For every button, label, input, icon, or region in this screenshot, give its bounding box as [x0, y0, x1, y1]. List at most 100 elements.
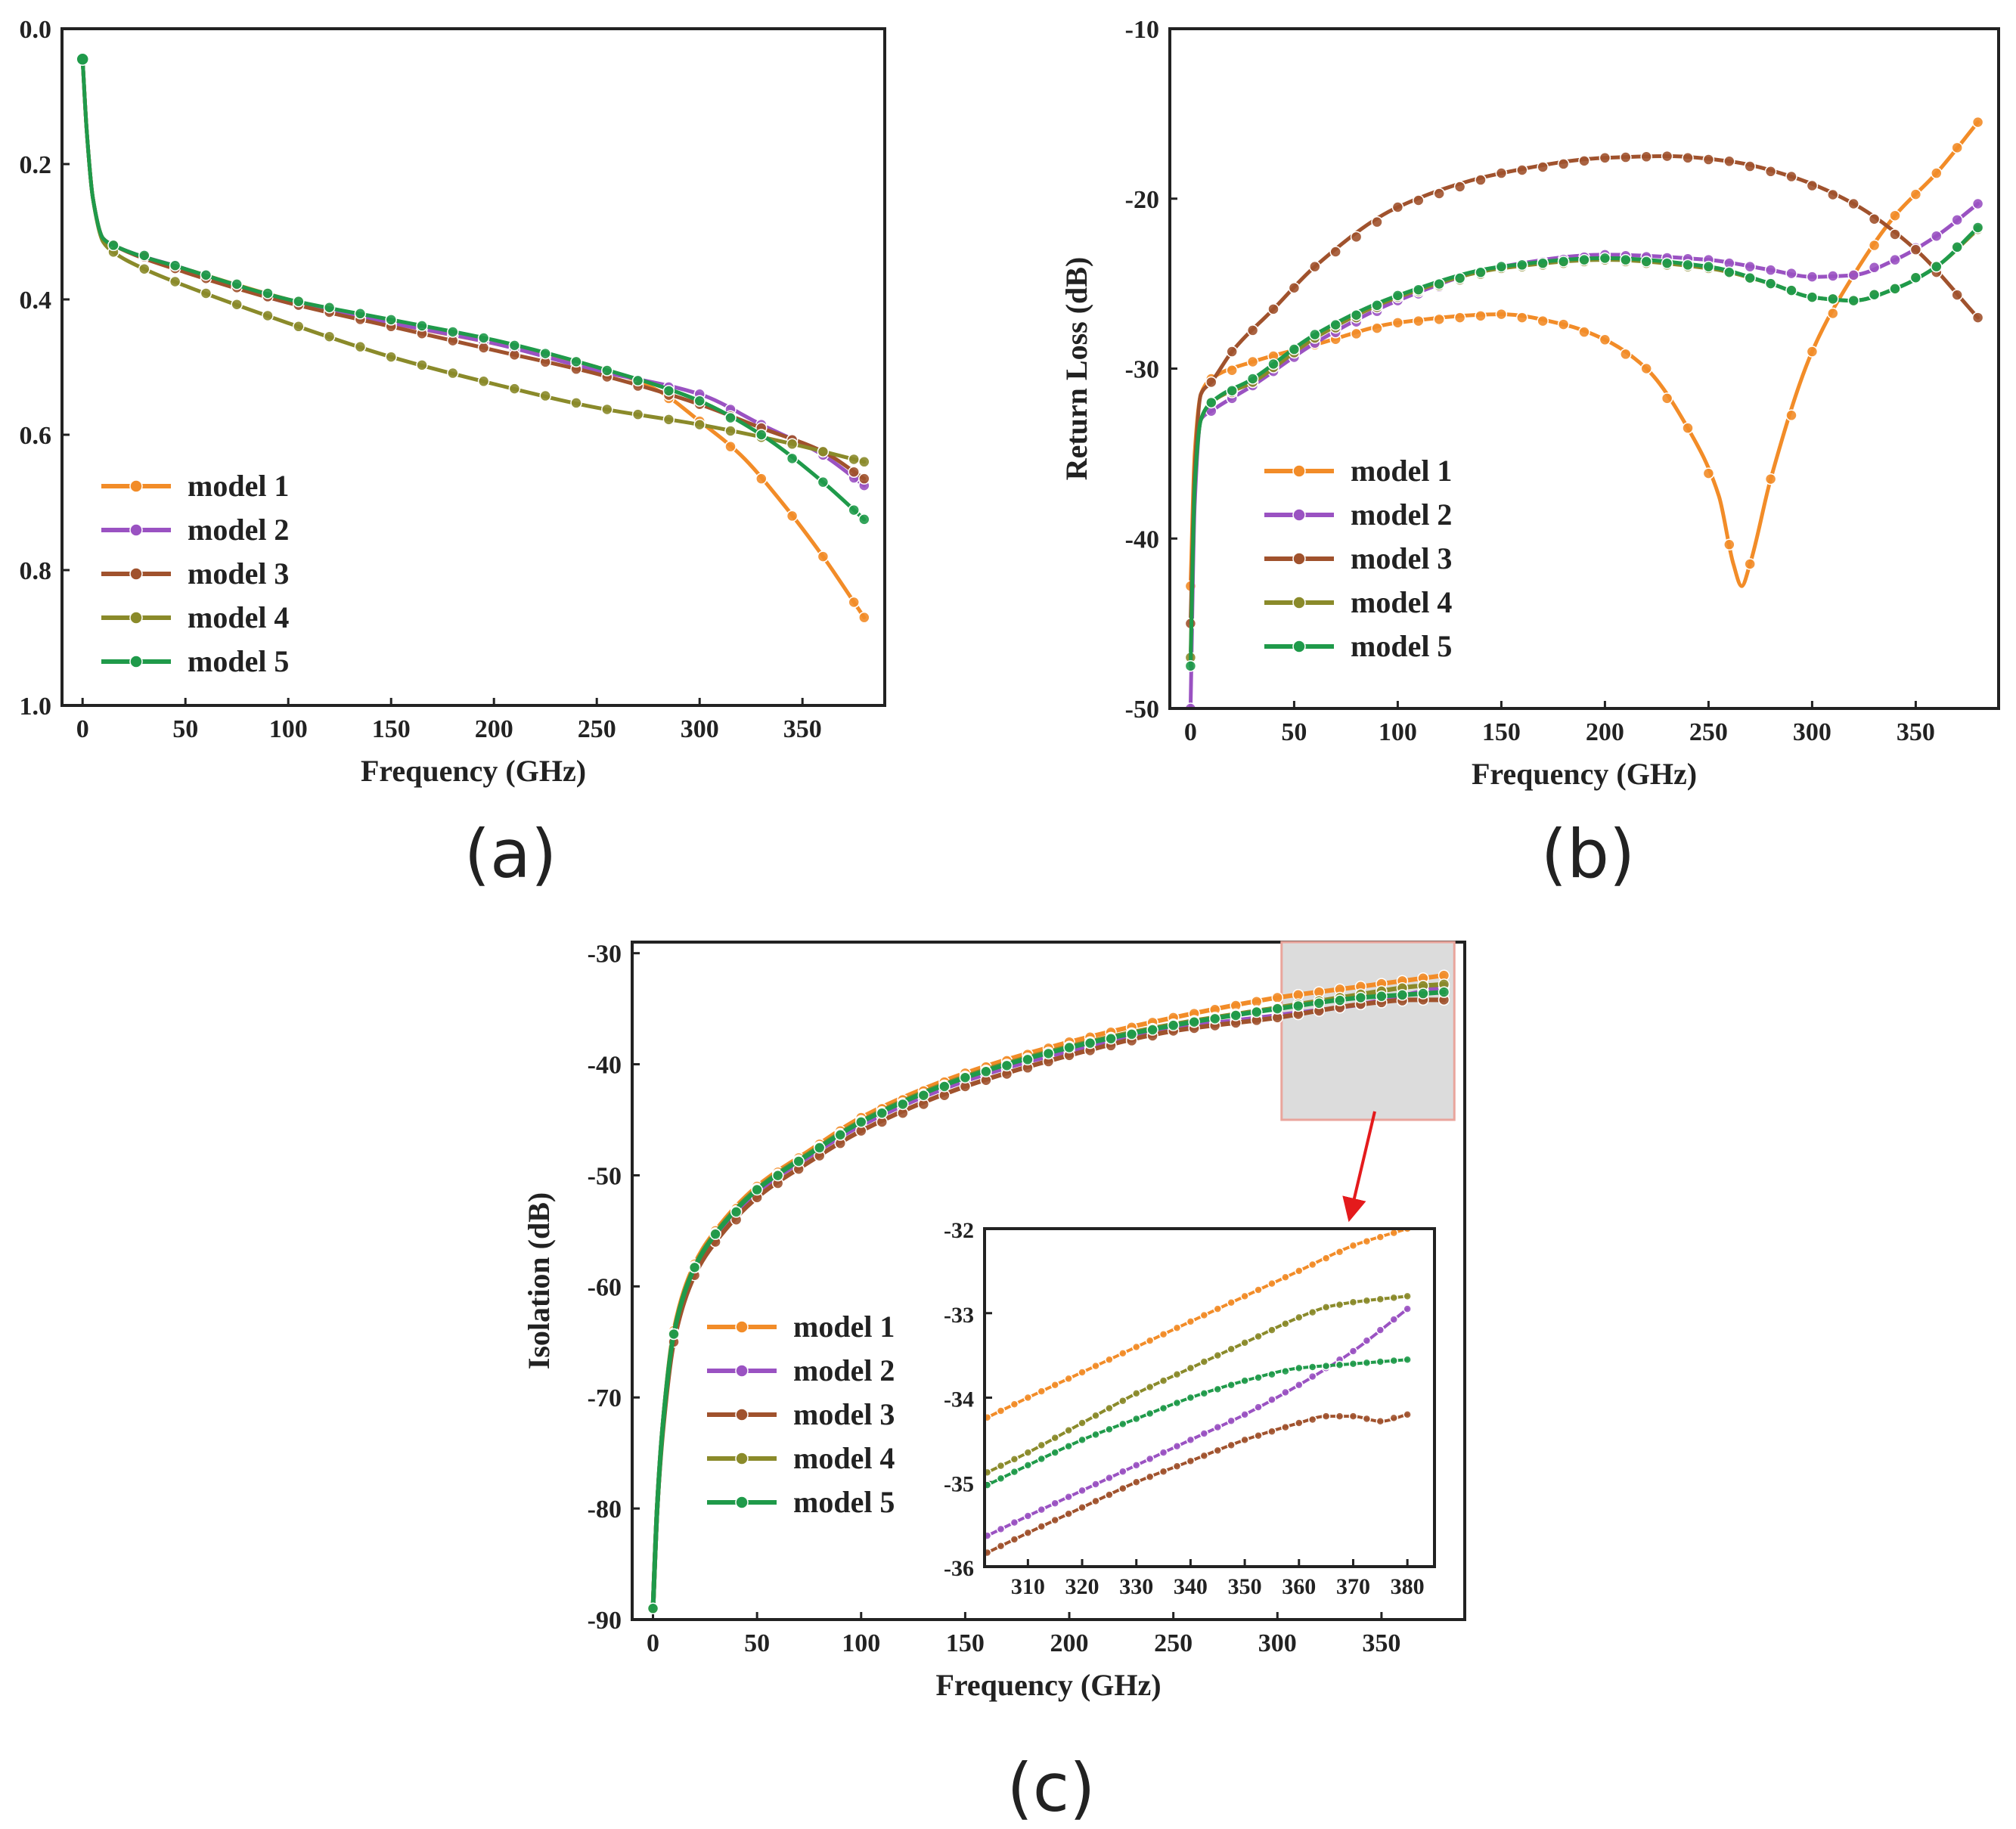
data-point-model-5 — [1396, 989, 1409, 1001]
data-point-model-5 — [730, 1206, 743, 1218]
chart-b-xtick-label: 200 — [1586, 718, 1624, 746]
data-point-model-3 — [1288, 281, 1301, 294]
data-point-model-1 — [1682, 422, 1694, 434]
data-point-model-3 — [1281, 1422, 1290, 1432]
data-point-model-2 — [1184, 702, 1196, 707]
data-point-model-4 — [1064, 1426, 1073, 1435]
data-point-model-5 — [709, 1228, 721, 1241]
data-point-model-5 — [1227, 1380, 1236, 1390]
chart-a-ytick-label: 0.2 — [20, 151, 52, 179]
chart-c-inset-ytick-label: -35 — [944, 1471, 974, 1496]
data-point-model-1 — [1240, 1291, 1249, 1301]
data-point-model-5 — [293, 295, 305, 308]
data-point-model-5 — [1329, 318, 1341, 331]
data-point-model-5 — [1105, 1033, 1117, 1045]
data-point-model-5 — [771, 1170, 784, 1182]
data-point-model-3 — [1091, 1496, 1100, 1506]
chart-c-xtick-label: 350 — [1362, 1629, 1400, 1657]
data-point-model-5 — [1785, 284, 1797, 296]
data-point-model-5 — [1251, 1006, 1263, 1018]
data-point-model-4 — [1186, 1363, 1196, 1373]
data-point-model-1 — [1199, 1310, 1209, 1320]
data-point-model-5 — [200, 269, 212, 281]
data-point-model-3 — [1827, 188, 1839, 201]
data-point-model-1 — [1213, 1304, 1223, 1313]
chart-c-ytick-label: -80 — [588, 1496, 622, 1524]
chart-a-xtick-label: 200 — [475, 715, 513, 743]
data-point-model-1 — [1475, 310, 1487, 322]
data-point-model-2 — [1199, 1429, 1209, 1438]
data-point-model-3 — [1254, 1431, 1263, 1440]
chart-c-xtick-label: 0 — [647, 1629, 659, 1657]
data-point-model-5 — [1438, 986, 1450, 998]
chart-a-series-group — [80, 57, 870, 624]
chart-b-ytick-label: -40 — [1125, 525, 1159, 553]
data-point-model-5 — [662, 385, 675, 397]
data-point-model-4 — [858, 456, 870, 468]
data-point-model-3 — [858, 473, 870, 485]
chart-b-xtick-label: 350 — [1897, 718, 1935, 746]
data-point-model-1 — [1868, 239, 1881, 252]
data-point-model-1 — [1371, 322, 1383, 334]
data-point-model-3 — [1205, 376, 1217, 389]
data-point-model-5 — [858, 513, 870, 525]
data-point-model-5 — [416, 320, 428, 332]
data-point-model-5 — [1847, 294, 1859, 307]
data-point-model-3 — [1744, 160, 1756, 172]
data-point-model-4 — [786, 438, 799, 451]
data-point-model-2 — [1847, 269, 1859, 281]
legend-label-model-2: model 2 — [188, 513, 289, 547]
chart-b-ylabel: Return Loss (dB) — [1059, 257, 1093, 481]
data-point-model-2 — [1240, 1410, 1249, 1419]
data-point-model-4 — [1307, 1307, 1317, 1317]
data-point-model-4 — [231, 298, 243, 311]
data-point-model-2 — [1010, 1517, 1019, 1527]
data-point-model-3 — [1145, 1472, 1155, 1482]
data-point-model-3 — [1495, 167, 1508, 179]
data-point-model-1 — [858, 611, 870, 624]
chart-c-inset-ytick-label: -36 — [944, 1556, 974, 1581]
data-point-model-1 — [1702, 467, 1715, 479]
data-point-model-4 — [1199, 1357, 1209, 1366]
legend-label-model-1: model 1 — [188, 469, 289, 503]
data-point-model-5 — [688, 1261, 701, 1274]
data-point-model-5 — [1806, 291, 1819, 303]
data-point-model-5 — [1000, 1059, 1013, 1072]
data-point-model-2 — [1348, 1347, 1358, 1356]
legend-label-model-5: model 5 — [1351, 629, 1452, 663]
chart-a-caption: (a) — [464, 815, 557, 893]
chart-c-caption: (c) — [1006, 1749, 1095, 1827]
chart-a-xlabel: Frequency (GHz) — [361, 754, 586, 788]
data-point-model-3 — [1131, 1477, 1141, 1486]
data-point-model-1 — [1118, 1349, 1127, 1358]
data-point-model-5 — [1188, 1016, 1200, 1028]
data-point-model-5 — [786, 452, 799, 465]
data-point-model-5 — [1246, 373, 1259, 385]
data-point-model-2 — [1037, 1505, 1047, 1514]
data-point-model-4 — [601, 403, 613, 416]
data-point-model-5 — [1682, 259, 1694, 271]
data-point-model-1 — [1971, 116, 1984, 129]
data-point-model-5 — [1931, 260, 1943, 273]
legend-marker-model-4 — [735, 1452, 749, 1465]
data-point-model-3 — [1661, 150, 1673, 163]
data-point-model-1 — [1744, 558, 1756, 570]
data-point-model-4 — [1281, 1319, 1290, 1328]
data-point-model-4 — [1403, 1291, 1412, 1301]
data-point-model-5 — [1023, 1461, 1033, 1470]
chart-b-xtick-label: 250 — [1689, 718, 1728, 746]
data-point-model-3 — [1267, 1427, 1276, 1436]
data-point-model-5 — [1208, 1012, 1221, 1025]
data-point-model-4 — [1131, 1389, 1141, 1398]
data-point-start — [76, 52, 89, 67]
data-point-model-5 — [1413, 284, 1425, 296]
data-point-model-3 — [1267, 303, 1279, 315]
data-point-model-3 — [848, 466, 860, 478]
data-point-model-5 — [848, 504, 860, 516]
data-point-model-4 — [1010, 1455, 1019, 1464]
data-point-model-3 — [1118, 1483, 1127, 1493]
data-point-model-1 — [1909, 188, 1922, 200]
data-point-model-4 — [1389, 1293, 1398, 1303]
data-point-model-5 — [647, 1602, 659, 1615]
